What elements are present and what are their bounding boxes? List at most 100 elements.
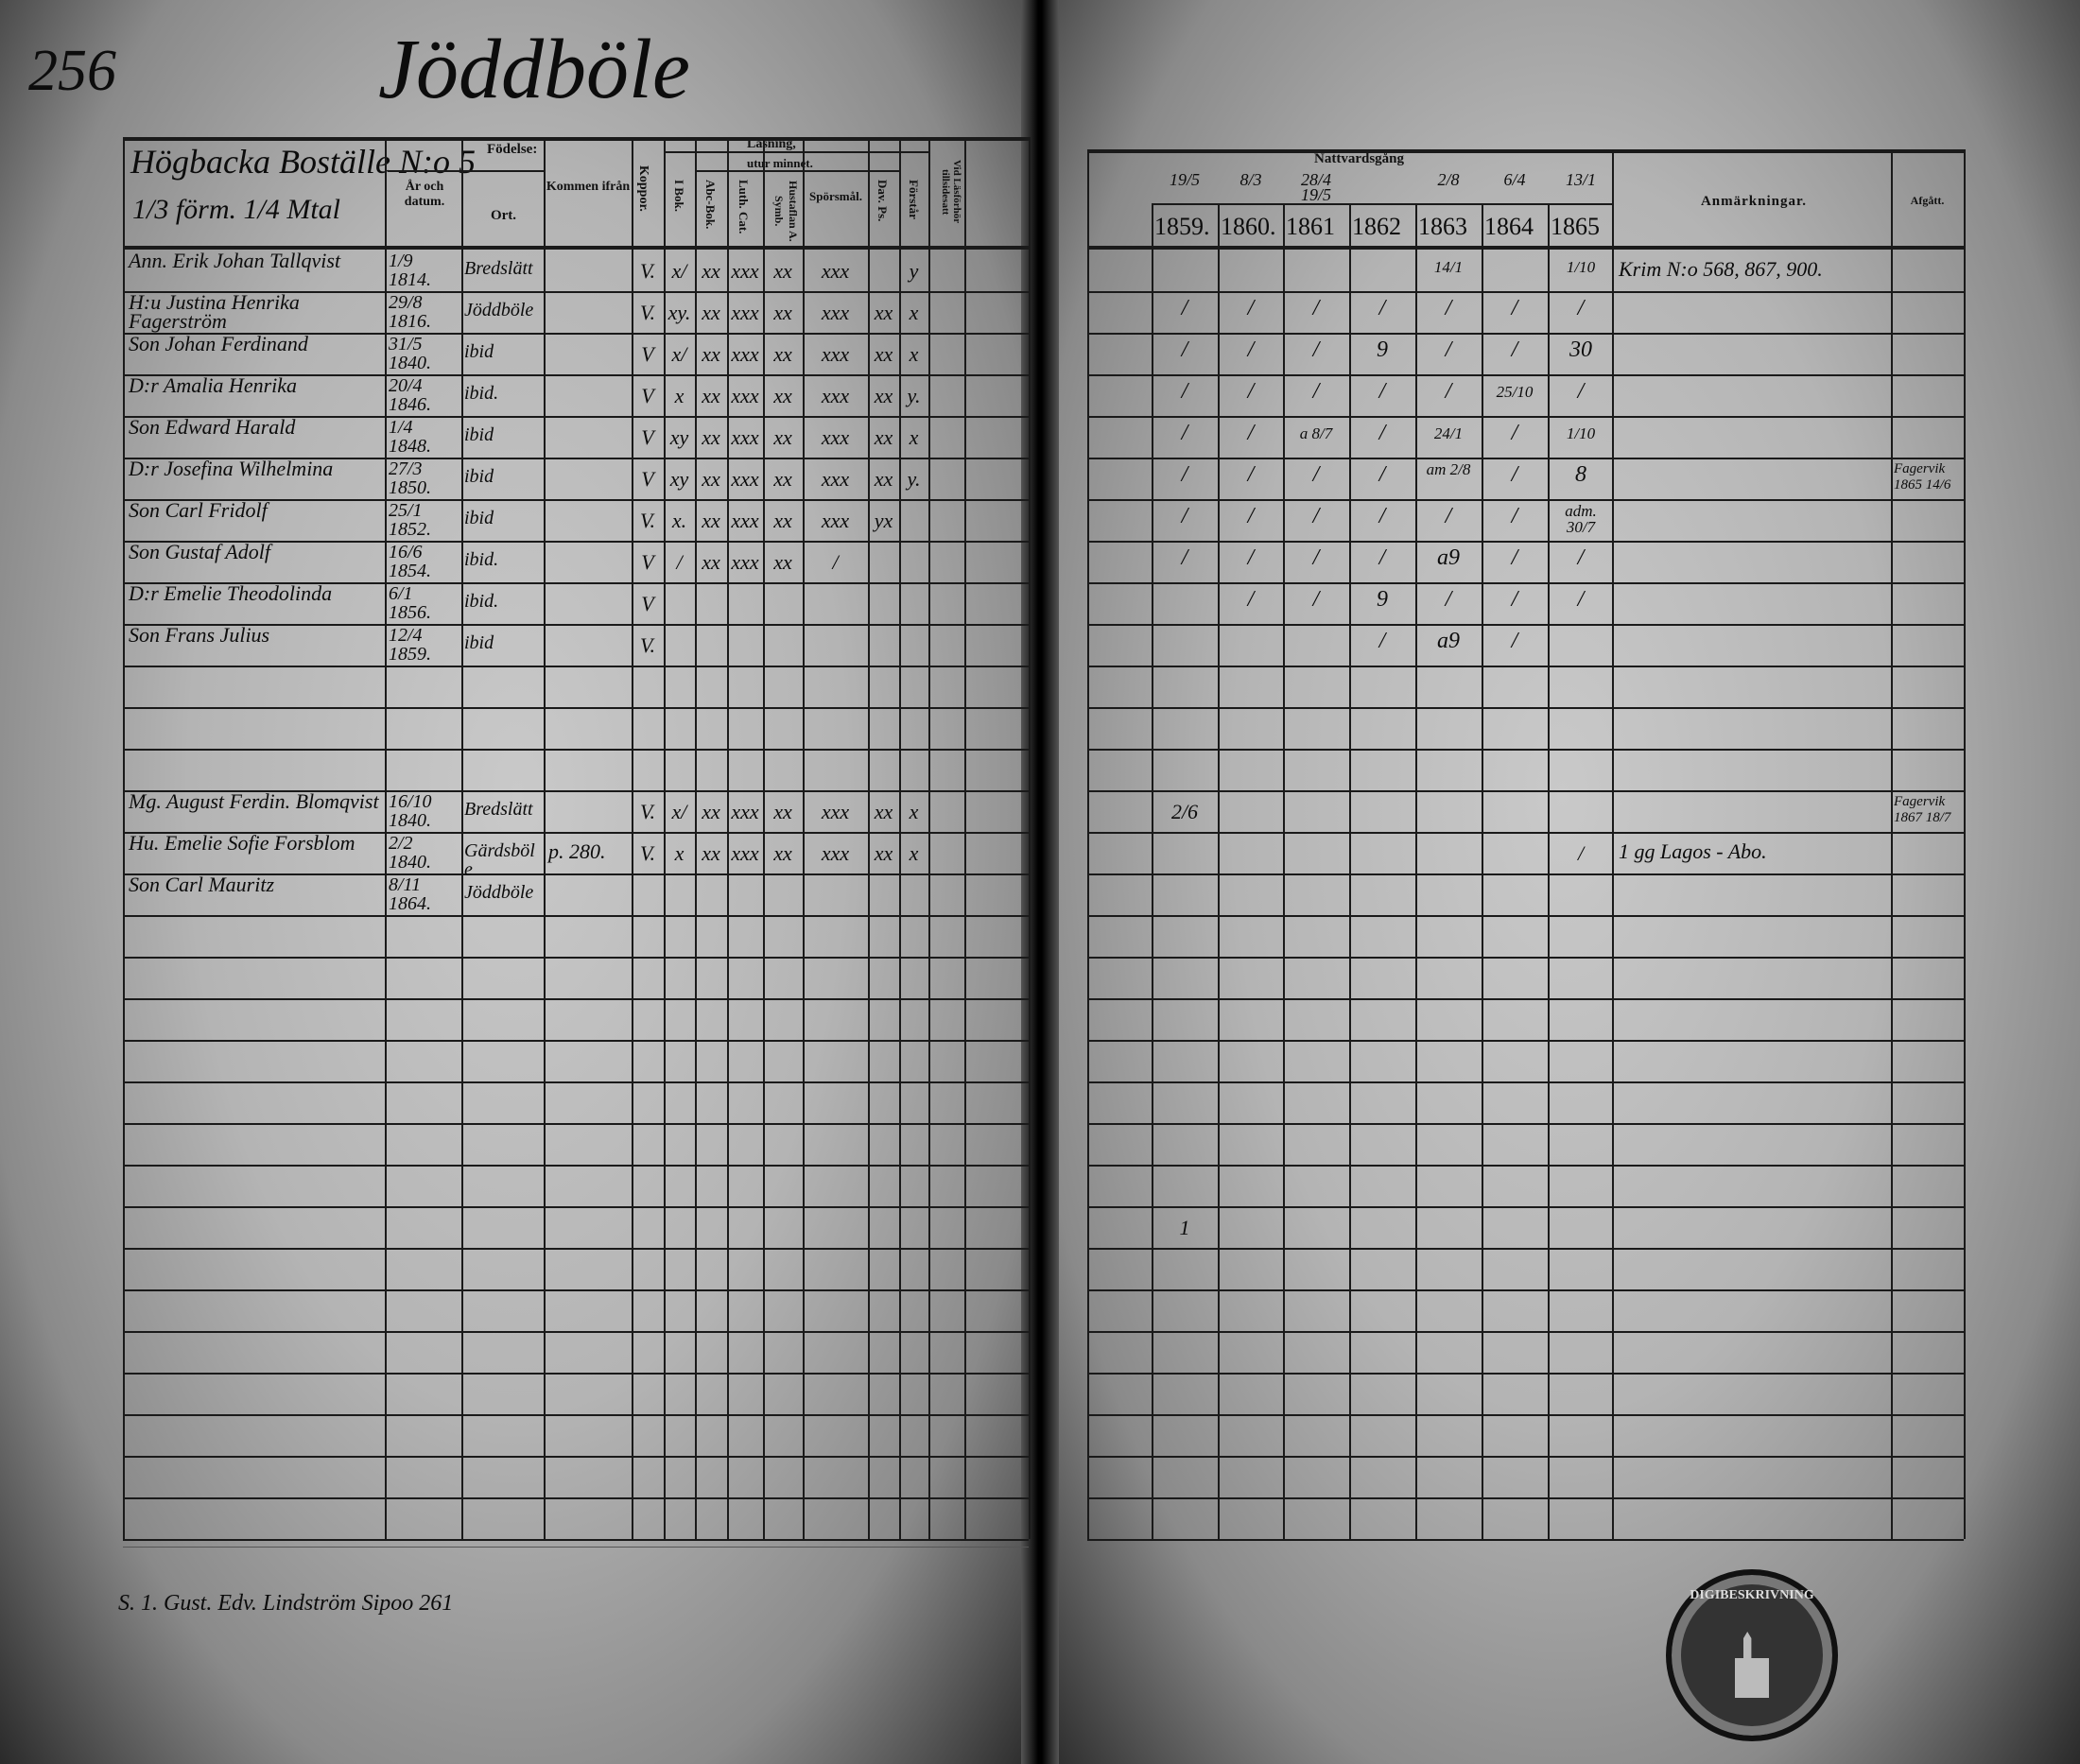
column-line xyxy=(868,137,870,1539)
communion-date: 8/3 xyxy=(1239,170,1262,189)
communion-mark: / xyxy=(1445,379,1452,404)
communion-mark: / xyxy=(1312,379,1320,404)
reading-mark-abc: xx xyxy=(702,550,720,574)
row-line xyxy=(123,582,1029,584)
reading-mark-forstar: x xyxy=(909,800,919,823)
reading-mark-hust: xx xyxy=(773,342,792,366)
row-line xyxy=(123,832,1029,834)
row-line xyxy=(1087,873,1964,875)
header-remarks: Anmärkningar. xyxy=(1700,194,1808,209)
column-line xyxy=(1612,149,1614,1539)
row-line xyxy=(123,1289,1029,1291)
reading-mark-dav: xx xyxy=(874,342,893,366)
reading-mark-koppor: V xyxy=(641,592,654,615)
reading-mark-luth: xxx xyxy=(731,841,759,865)
header-place: Ort. xyxy=(490,208,517,223)
reading-mark-dav: xx xyxy=(874,384,893,407)
header-luth-cat: Luth. Cat. xyxy=(737,180,751,234)
header-bottom-border xyxy=(123,246,1029,250)
communion-mark: / xyxy=(1511,337,1518,362)
row-line xyxy=(1087,624,1964,626)
communion-mark: / xyxy=(1247,379,1255,404)
birth-place: ibid xyxy=(464,424,494,445)
reading-mark-abc: xx xyxy=(702,425,720,449)
birth-place: ibid xyxy=(464,466,494,487)
row-line xyxy=(123,291,1029,293)
reading-mark-i_bok: x. xyxy=(671,509,687,532)
communion-date-line xyxy=(1152,203,1612,205)
reading-mark-koppor: V. xyxy=(639,800,656,823)
birth-date: 20/4 1846. xyxy=(389,375,431,415)
row-line xyxy=(123,873,1029,875)
column-line xyxy=(1964,149,1966,1539)
communion-mark: / xyxy=(1378,379,1386,404)
stamp-text: DIGIBESKRIVNING xyxy=(1690,1588,1814,1602)
column-line xyxy=(461,137,463,1539)
departed-note: Fagervik 1865 14/6 xyxy=(1894,461,1951,493)
communion-mark: / xyxy=(1511,462,1518,487)
reading-mark-koppor: V. xyxy=(639,301,656,324)
reading-mark-spors: xxx xyxy=(821,384,850,407)
reading-mark-abc: xx xyxy=(702,509,720,532)
reading-mark-abc: xx xyxy=(702,467,720,491)
communion-mark: / xyxy=(1445,296,1452,320)
communion-mark: / xyxy=(1247,545,1255,570)
communion-mark: a9 xyxy=(1437,545,1460,570)
reading-mark-koppor: V xyxy=(641,467,654,491)
communion-mark: adm. 30/7 xyxy=(1565,502,1597,536)
person-name: Hu. Emelie Sofie Forsblom xyxy=(129,831,355,855)
birth-date: 8/11 1864. xyxy=(389,874,431,914)
communion-mark: / xyxy=(1181,545,1188,570)
column-line xyxy=(1283,203,1285,1539)
reading-mark-luth: xxx xyxy=(731,550,759,574)
footer-note: S. 1. Gust. Edv. Lindström Sipoo 261 xyxy=(118,1591,454,1616)
reading-mark-forstar: x xyxy=(909,301,919,324)
person-name: Son Carl Fridolf xyxy=(129,498,268,522)
reading-mark-i_bok: xy. xyxy=(667,301,691,324)
row-line xyxy=(1087,458,1964,459)
communion-mark: / xyxy=(1247,421,1255,445)
header-dav-ps: Dav. Ps. xyxy=(875,180,890,222)
row-line xyxy=(1087,1456,1964,1458)
departed-note: Fagervik 1867 18/7 xyxy=(1894,794,1951,825)
reading-mark-spors: xxx xyxy=(821,301,850,324)
communion-year: 1861 xyxy=(1286,213,1335,240)
reading-mark-koppor: V. xyxy=(639,259,656,283)
column-line xyxy=(1548,203,1550,1539)
reading-mark-i_bok: xy xyxy=(669,425,689,449)
reading-mark-abc: xx xyxy=(702,342,720,366)
header-abc-book: Abc-Bok. xyxy=(703,180,718,230)
reading-mark-spors: xxx xyxy=(821,259,850,283)
birth-place: ibid. xyxy=(464,383,499,404)
communion-mark: / xyxy=(1312,296,1320,320)
communion-mark: / xyxy=(1181,462,1188,487)
person-name: D:r Amalia Henrika xyxy=(129,373,298,397)
reading-mark-forstar: y xyxy=(909,259,919,283)
column-line xyxy=(695,137,697,1539)
reading-mark-abc: xx xyxy=(702,384,720,407)
farm-share: 1/3 förm. 1/4 Mtal xyxy=(132,194,341,225)
communion-mark: / xyxy=(1511,545,1518,570)
communion-mark: 24/1 xyxy=(1433,424,1464,442)
communion-mark: / xyxy=(1312,462,1320,487)
communion-mark: 30 xyxy=(1569,337,1592,362)
archive-stamp: DIGIBESKRIVNING xyxy=(1666,1569,1838,1741)
row-line xyxy=(1087,374,1964,376)
by-heart-subheader-line xyxy=(695,170,899,172)
birth-place: ibid. xyxy=(464,549,499,570)
birth-date: 16/6 1854. xyxy=(389,542,431,581)
reading-mark-forstar: y. xyxy=(907,384,921,407)
person-name: D:r Emelie Theodolinda xyxy=(129,581,333,605)
communion-mark: / xyxy=(1445,337,1452,362)
column-line xyxy=(123,137,125,1539)
church-icon xyxy=(1735,1632,1769,1698)
row-line xyxy=(1087,499,1964,501)
reading-mark-luth: xxx xyxy=(731,342,759,366)
birth-date: 6/1 1856. xyxy=(389,583,431,623)
row-line xyxy=(1087,1414,1964,1416)
row-line xyxy=(123,1206,1029,1208)
row-line xyxy=(1087,1081,1964,1083)
communion-mark: / xyxy=(1247,462,1255,487)
came-from: p. 280. xyxy=(548,839,606,863)
communion-mark: 1 xyxy=(1179,1216,1190,1239)
